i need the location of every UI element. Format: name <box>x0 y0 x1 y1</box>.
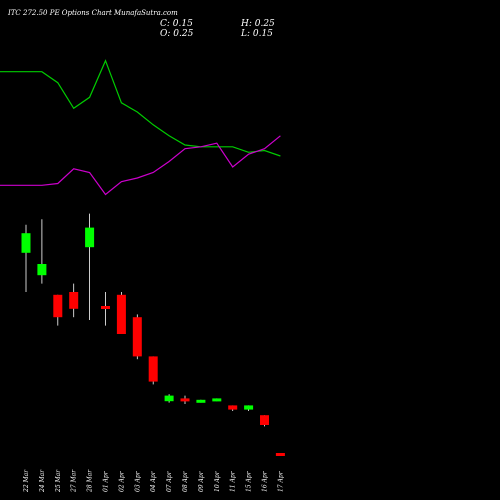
x-tick-label: 01 Apr <box>103 470 110 492</box>
x-tick-label: 03 Apr <box>134 470 141 492</box>
candle-body <box>196 399 206 403</box>
candles <box>21 213 285 456</box>
candle <box>116 292 126 334</box>
x-tick-label: 09 Apr <box>198 470 205 492</box>
candle-body <box>148 356 158 382</box>
candle <box>196 399 206 403</box>
x-axis-ticks: 22 Mar 24 Mar 25 Mar 27 Mar 28 Mar 01 Apr 02 A… <box>23 469 284 493</box>
x-tick-label: 22 Mar <box>23 469 30 493</box>
x-tick-label: 17 Apr <box>277 470 284 492</box>
candle <box>37 219 47 284</box>
candle <box>101 292 110 326</box>
candle-body <box>275 453 285 456</box>
candle <box>53 294 63 326</box>
indicator-lines <box>0 59 281 196</box>
close-value: C: 0.15 <box>160 19 193 29</box>
candle-body <box>101 306 110 309</box>
candle <box>69 283 79 318</box>
x-tick-label: 28 Mar <box>87 469 94 493</box>
candle <box>275 453 285 456</box>
x-tick-label: 16 Apr <box>262 470 269 492</box>
candle <box>132 314 142 360</box>
candle <box>85 213 95 320</box>
candle <box>21 224 31 292</box>
candle <box>148 356 158 385</box>
candle-body <box>116 294 126 334</box>
x-tick-label: 10 Apr <box>214 470 221 492</box>
open-value: O: 0.25 <box>160 29 194 39</box>
x-tick-label: 02 Apr <box>118 470 125 492</box>
candle-body <box>212 398 222 402</box>
high-value: H: 0.25 <box>241 19 275 29</box>
candle-body <box>85 227 95 248</box>
candle-body <box>180 398 190 402</box>
x-tick-label: 04 Apr <box>150 470 157 492</box>
candle-body <box>132 317 142 357</box>
indicator-line-2 <box>0 135 281 196</box>
chart-title: ITC 272.50 PE Options Chart MunafaSutra.… <box>8 9 178 17</box>
low-value: L: 0.15 <box>241 29 273 39</box>
x-tick-label: 25 Mar <box>55 469 62 493</box>
candle-body <box>21 233 31 253</box>
candle <box>180 395 190 404</box>
x-tick-label: 15 Apr <box>246 470 253 492</box>
candle-body <box>69 292 79 309</box>
candle <box>244 405 254 411</box>
candle-body <box>53 294 63 318</box>
x-tick-label: 11 Apr <box>230 470 237 492</box>
x-tick-label: 07 Apr <box>166 470 173 492</box>
candle <box>212 398 222 402</box>
candle-body <box>260 415 269 425</box>
candle-body <box>228 405 238 410</box>
candle <box>228 405 238 411</box>
x-tick-label: 24 Mar <box>39 469 46 493</box>
candle <box>164 394 174 403</box>
candle-body <box>37 264 47 276</box>
x-tick-label: 08 Apr <box>182 470 189 492</box>
candle-body <box>164 395 174 402</box>
x-tick-label: 27 Mar <box>71 469 78 493</box>
candle <box>260 415 269 427</box>
candle-body <box>244 405 254 410</box>
indicator-line-1 <box>0 59 281 157</box>
